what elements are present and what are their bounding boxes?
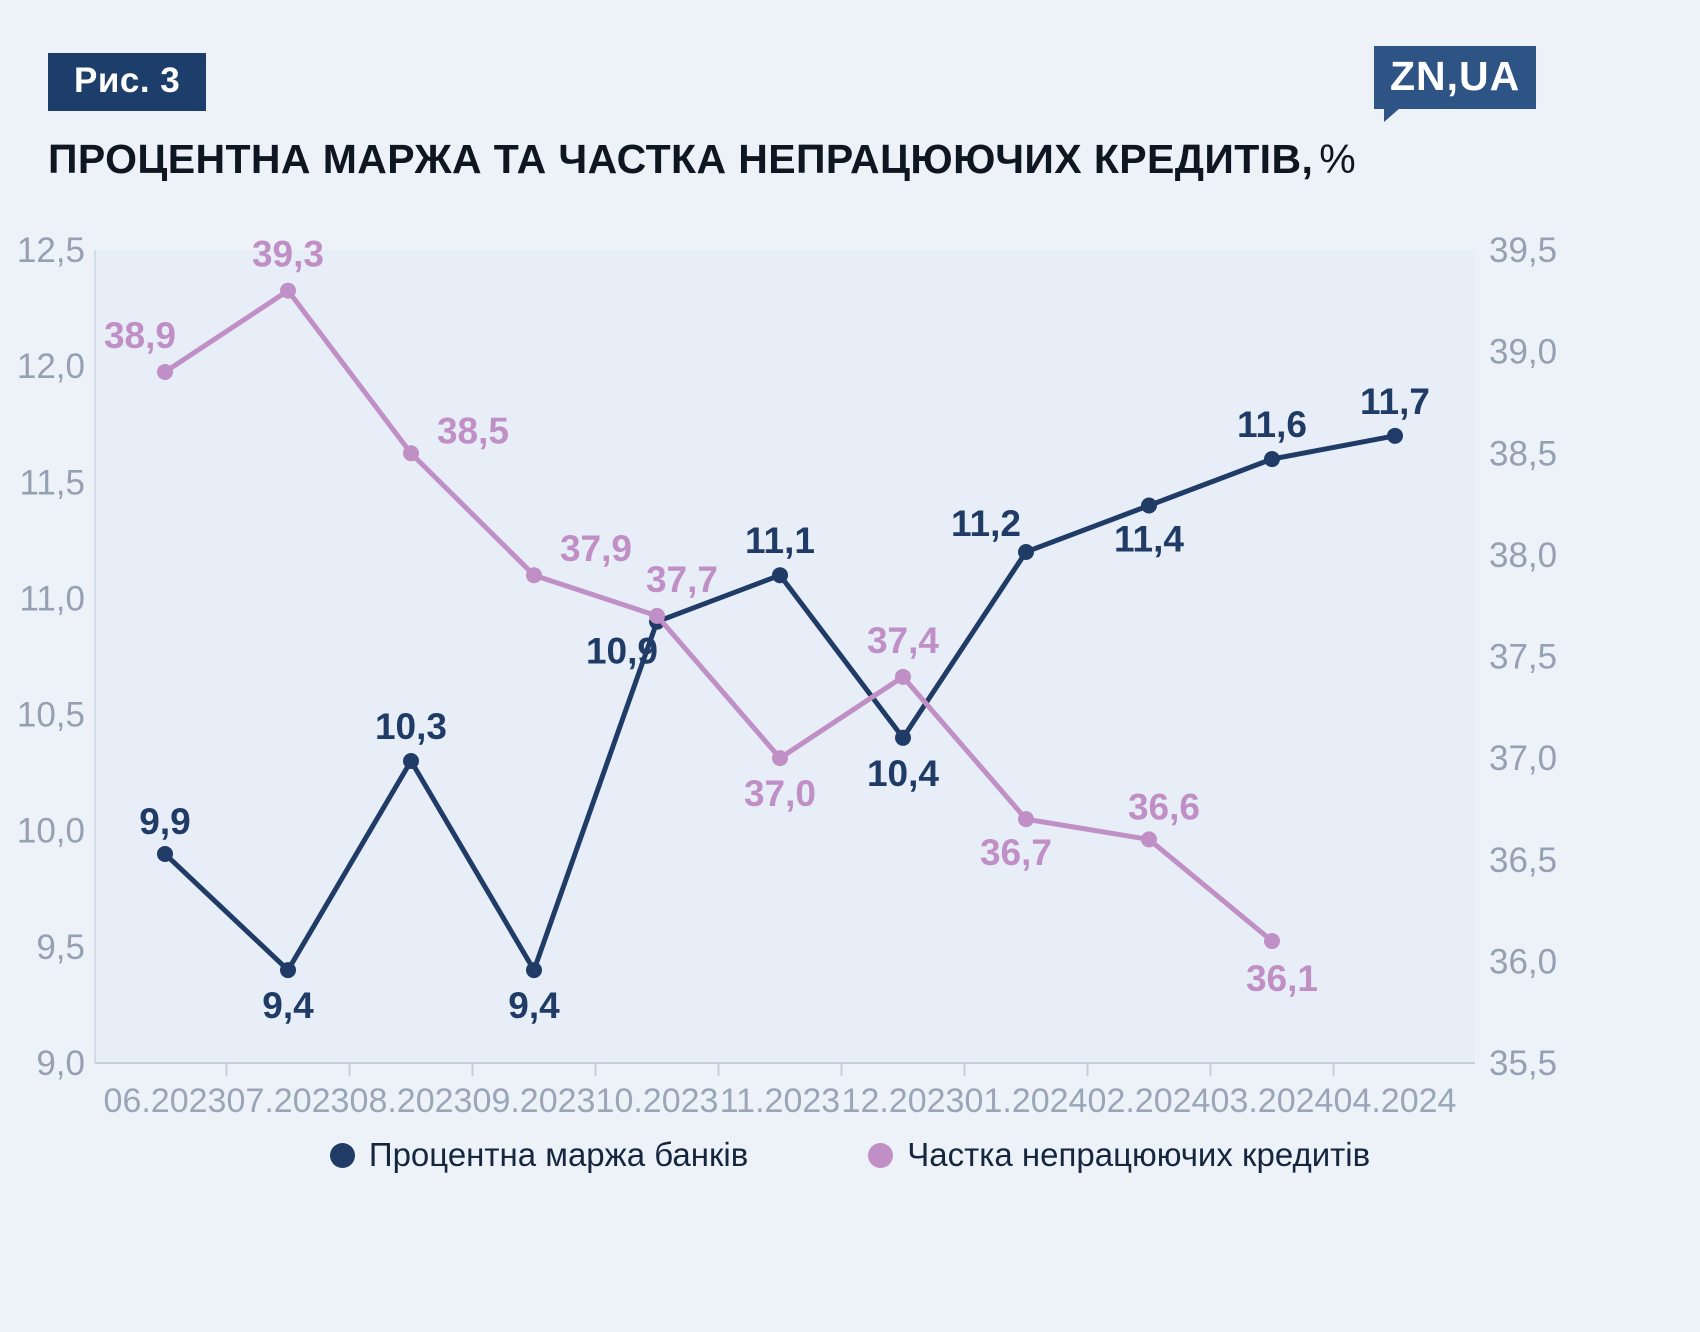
data-point <box>403 753 419 770</box>
x-axis-label: 08.2023 <box>350 1082 473 1120</box>
data-point <box>280 282 296 299</box>
data-point <box>157 363 173 380</box>
data-point-label: 36,7 <box>980 832 1052 873</box>
data-point-label: 11,2 <box>951 503 1021 544</box>
data-point-label: 11,6 <box>1237 404 1307 445</box>
data-point <box>895 729 911 746</box>
data-point-label: 10,9 <box>586 631 658 672</box>
left-axis-tick-label: 9,5 <box>36 928 85 967</box>
left-axis-tick-label: 12,0 <box>17 347 85 386</box>
x-axis-label: 07.2023 <box>227 1082 350 1120</box>
data-point <box>1141 831 1157 848</box>
data-point <box>1387 427 1403 444</box>
right-axis-tick-label: 36,5 <box>1489 841 1557 880</box>
data-point-label: 36,6 <box>1128 786 1200 827</box>
data-point-label: 11,7 <box>1360 381 1430 422</box>
figure-number-badge: Рис. 3 <box>48 53 207 111</box>
data-point <box>157 845 173 862</box>
plot-area <box>95 250 1475 1063</box>
data-point-label: 37,0 <box>744 773 816 814</box>
left-axis-tick-label: 12,5 <box>17 231 85 270</box>
right-axis-tick-label: 37,5 <box>1489 638 1557 677</box>
data-point-label: 36,1 <box>1246 958 1318 999</box>
left-axis-tick-label: 11,5 <box>19 463 85 502</box>
data-point <box>1264 933 1280 950</box>
data-point-label: 39,3 <box>252 234 324 275</box>
legend-marker-npl <box>868 1142 894 1168</box>
x-axis-label: 10.2023 <box>596 1082 719 1120</box>
right-axis-tick-label: 36,0 <box>1489 942 1557 981</box>
legend-label-margin: Процентна маржа банків <box>368 1136 749 1173</box>
data-point-label: 37,4 <box>867 620 939 661</box>
right-axis-tick-label: 37,0 <box>1489 739 1557 778</box>
x-axis-label: 02.2024 <box>1088 1082 1211 1120</box>
legend-item-npl: Частка непрацюючих кредитів <box>868 1136 1370 1174</box>
legend-item-margin: Процентна маржа банків <box>329 1136 749 1174</box>
data-point <box>772 750 788 767</box>
data-point <box>1264 451 1280 468</box>
x-axis-label: 12.2023 <box>842 1082 965 1120</box>
data-point <box>1018 543 1034 560</box>
x-axis-label: 06.2023 <box>104 1082 227 1120</box>
data-point <box>526 567 542 584</box>
chart-title: ПРОЦЕНТНА МАРЖА ТА ЧАСТКА НЕПРАЦЮЮЧИХ КР… <box>48 136 1356 183</box>
right-axis-tick-label: 38,0 <box>1489 536 1557 575</box>
data-point-label: 10,4 <box>867 753 939 794</box>
data-point <box>403 445 419 462</box>
right-axis-tick-label: 39,5 <box>1489 231 1557 270</box>
data-point <box>280 962 296 979</box>
right-axis-tick-label: 39,0 <box>1489 333 1557 372</box>
left-axis-tick-label: 10,0 <box>17 812 85 851</box>
data-point-label: 10,3 <box>375 706 447 747</box>
legend: Процентна маржа банків Частка непрацюючи… <box>0 1136 1700 1174</box>
left-axis-tick-label: 11,0 <box>19 579 85 618</box>
data-point-label: 38,5 <box>437 410 509 451</box>
data-point <box>649 607 665 624</box>
legend-label-npl: Частка непрацюючих кредитів <box>907 1136 1371 1173</box>
data-point-label: 11,1 <box>745 520 815 561</box>
data-point-label: 38,9 <box>104 315 176 356</box>
data-point <box>526 962 542 979</box>
x-axis-label: 04.2024 <box>1334 1082 1457 1120</box>
right-axis-tick-label: 38,5 <box>1489 434 1557 473</box>
data-point <box>1018 811 1034 828</box>
series-line-1 <box>162 288 1275 944</box>
znua-logo: ZN,UA <box>1374 46 1537 122</box>
left-axis-tick-label: 9,0 <box>36 1044 85 1083</box>
x-axis-label: 11.2023 <box>720 1082 840 1120</box>
data-point-label: 9,4 <box>262 985 314 1026</box>
data-point <box>772 567 788 584</box>
data-point-label: 37,7 <box>646 559 718 600</box>
data-point-label: 9,9 <box>139 801 190 842</box>
data-point-label: 9,4 <box>508 985 560 1026</box>
x-axis-label: 01.2024 <box>965 1082 1088 1120</box>
left-axis-tick-label: 10,5 <box>17 696 85 735</box>
data-point-label: 11,4 <box>1114 519 1184 560</box>
legend-marker-margin <box>329 1142 355 1168</box>
chart-title-unit: % <box>1319 136 1357 182</box>
chart-title-text: ПРОЦЕНТНА МАРЖА ТА ЧАСТКА НЕПРАЦЮЮЧИХ КР… <box>48 136 1314 182</box>
x-axis-label: 03.2024 <box>1211 1082 1334 1120</box>
data-point <box>895 668 911 685</box>
data-point-label: 37,9 <box>560 528 632 569</box>
data-point <box>1141 497 1157 514</box>
x-axis-label: 09.2023 <box>473 1082 596 1120</box>
right-axis-tick-label: 35,5 <box>1489 1044 1557 1083</box>
